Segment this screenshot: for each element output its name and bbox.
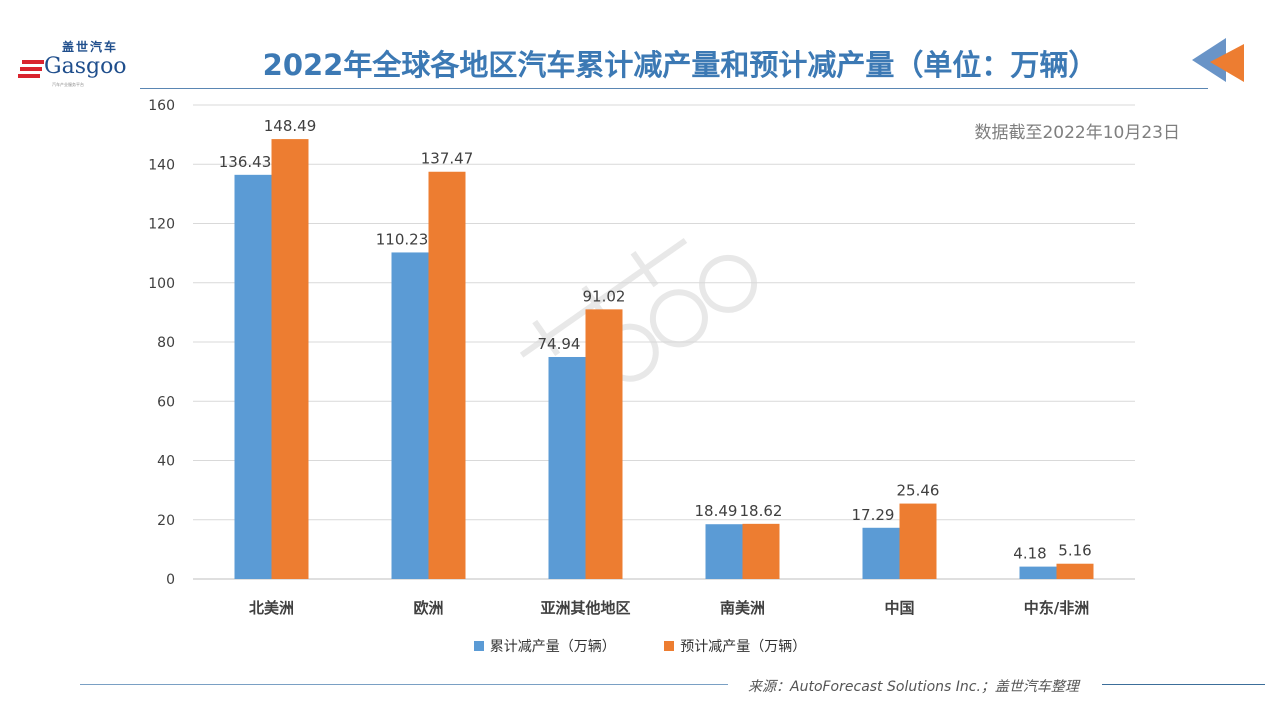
- x-tick-label: 北美洲: [249, 599, 294, 617]
- data-label: 148.49: [264, 117, 317, 135]
- bar-cumulative: [391, 252, 429, 580]
- bar-forecast: [585, 309, 623, 579]
- y-tick-label: 40: [157, 454, 175, 470]
- legend-item-cumulative: 累计减产量（万辆）: [473, 636, 616, 656]
- bar-forecast: [899, 503, 937, 579]
- y-tick-label: 80: [157, 335, 175, 351]
- logo-cn: 盖世汽车: [62, 40, 119, 54]
- data-label: 17.29: [852, 506, 895, 524]
- y-tick-label: 0: [166, 572, 175, 588]
- bar-chart: 0 20 40 60 80 100 120 140 160 北美洲 136.43 148.49 欧洲 11…: [148, 98, 1135, 617]
- arrow-left-icon: [1192, 38, 1244, 82]
- y-tick-label: 100: [148, 276, 175, 292]
- legend-swatch: [664, 641, 675, 651]
- data-label: 18.62: [740, 502, 783, 520]
- bar-cumulative: [1019, 566, 1057, 579]
- footer-divider-right: [1102, 684, 1265, 685]
- data-label: 136.43: [219, 153, 272, 171]
- y-tick-label: 160: [148, 98, 175, 114]
- logo-stripes-icon: [18, 60, 44, 78]
- x-tick-label: 中东/非洲: [1024, 599, 1089, 617]
- data-label: 74.94: [538, 335, 581, 353]
- bar-forecast: [428, 171, 466, 580]
- y-tick-label: 120: [148, 217, 175, 233]
- y-tick-label: 20: [157, 513, 175, 529]
- data-label: 5.16: [1058, 542, 1091, 560]
- bar-forecast: [742, 523, 780, 579]
- legend: 累计减产量（万辆） 预计减产量（万辆）: [0, 636, 1280, 656]
- legend-label: 预计减产量（万辆）: [680, 639, 807, 655]
- bar-cumulative: [705, 524, 743, 579]
- title-divider: [140, 88, 1208, 89]
- x-tick-label: 欧洲: [413, 599, 443, 617]
- source-note: 来源：AutoForecast Solutions Inc.；盖世汽车整理: [748, 679, 1079, 695]
- x-tick-label: 亚洲其他地区: [540, 599, 630, 617]
- bar-cumulative: [234, 174, 272, 580]
- bar-cumulative: [862, 527, 900, 579]
- x-tick-label: 中国: [884, 599, 914, 617]
- bar-cumulative: [548, 356, 586, 579]
- y-tick-label: 140: [148, 157, 175, 173]
- logo-tagline: 汽车产业服务平台: [52, 82, 84, 87]
- legend-item-forecast: 预计减产量（万辆）: [664, 636, 806, 656]
- date-note: 数据截至2022年10月23日: [974, 123, 1180, 143]
- data-label: 4.18: [1013, 545, 1046, 563]
- data-label: 91.02: [583, 287, 626, 305]
- data-label: 18.49: [695, 502, 738, 520]
- footer-divider-left: [80, 684, 728, 685]
- data-label: 137.47: [421, 150, 474, 168]
- y-tick-label: 60: [157, 394, 175, 410]
- page-title: 2022年全球各地区汽车累计减产量和预计减产量（单位：万辆）: [262, 48, 1098, 82]
- data-label: 25.46: [897, 482, 940, 500]
- bar-forecast: [1056, 563, 1094, 579]
- bar-forecast: [271, 139, 309, 579]
- x-tick-label: 南美洲: [720, 599, 765, 617]
- legend-swatch: [473, 641, 484, 651]
- gasgoo-logo: 盖世汽车 Gasgoo 汽车产业服务平台: [18, 40, 136, 92]
- legend-label: 累计减产量（万辆）: [489, 639, 616, 655]
- logo-en: Gasgoo: [44, 54, 127, 79]
- data-label: 110.23: [376, 230, 429, 248]
